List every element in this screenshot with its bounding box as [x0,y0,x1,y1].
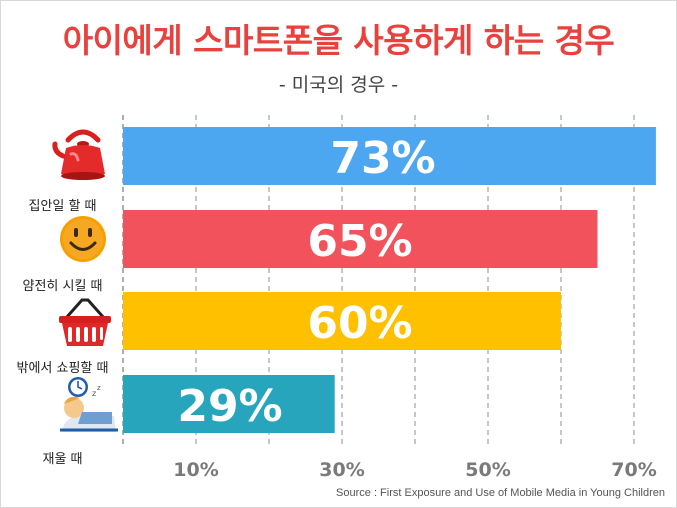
sleeping-child-icon: z z [60,377,118,432]
x-tick-label-70: 70% [611,459,656,481]
shopping-basket-icon [59,298,111,346]
category-label-3: 재울 때 [42,452,83,467]
svg-text:z: z [92,389,96,398]
svg-text:z: z [97,384,101,392]
bar-3 [123,375,335,433]
bar-1 [123,210,598,268]
data-label-2: 60% [307,298,412,349]
source-note: Source : First Exposure and Use of Mobil… [336,487,665,499]
data-label-3: 29% [177,381,282,432]
data-label-0: 73% [330,133,435,184]
x-tick-label-30: 30% [319,459,364,481]
bar-2 [123,292,561,350]
category-label-1: 얌전히 시킬 때 [22,279,103,294]
x-tick-label-10: 10% [173,459,218,481]
chart-subtitle: - 미국의 경우 - [278,74,399,96]
data-label-1: 65% [307,216,412,267]
category-label-2: 밖에서 쇼핑할 때 [16,361,109,376]
kettle-icon [52,129,105,180]
category-label-0: 집안일 할 때 [28,199,97,214]
chart-title: 아이에게 스마트폰을 사용하게 하는 경우 [62,21,615,60]
x-tick-label-50: 50% [465,459,510,481]
bar-0 [123,127,656,185]
smiley-icon [60,216,106,262]
